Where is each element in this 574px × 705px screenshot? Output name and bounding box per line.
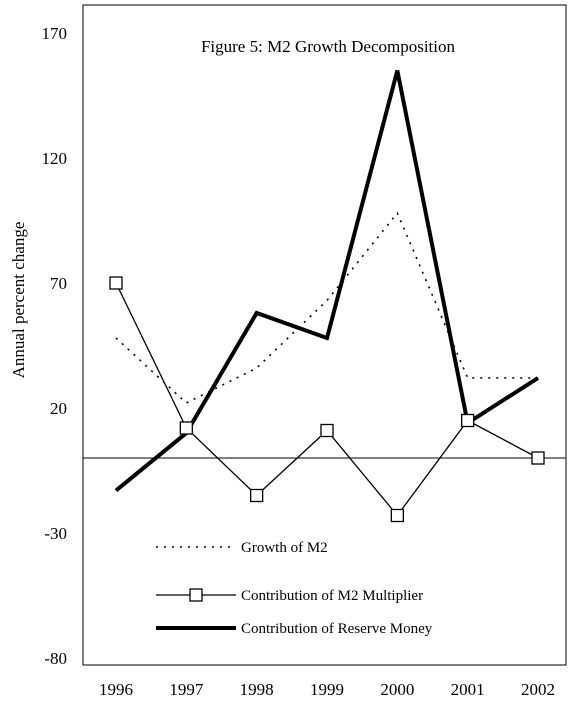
y-tick-label: 120 <box>42 149 68 168</box>
data-point-m2-multiplier <box>320 423 334 438</box>
chart-title: Figure 5: M2 Growth Decomposition <box>201 37 456 56</box>
legend-label-m2-multiplier: Contribution of M2 Multiplier <box>241 588 423 604</box>
y-tick-label: 20 <box>50 399 67 418</box>
legend-marker-m2-multiplier <box>189 588 203 602</box>
y-tick-label: 170 <box>42 24 68 43</box>
data-point-m2-multiplier <box>109 276 123 290</box>
data-point-m2-multiplier <box>531 451 545 465</box>
x-tick-label: 1999 <box>310 680 344 699</box>
x-tick-label: 2000 <box>380 680 414 699</box>
x-tick-label: 1998 <box>240 680 274 699</box>
plot-frame <box>82 4 567 666</box>
data-point-m2-multiplier <box>461 413 475 428</box>
x-tick-labels: 1996 1997 1998 1999 2000 2001 2002 <box>99 680 555 699</box>
legend-label-reserve-money: Contribution of Reserve Money <box>241 621 433 637</box>
x-tick-label: 1996 <box>99 680 133 699</box>
x-tick-label: 2002 <box>521 680 555 699</box>
series-line-m2-multiplier <box>115 282 539 517</box>
legend: Growth of M2 Contribution of M2 Multipli… <box>156 540 433 637</box>
data-point-m2-multiplier <box>250 488 264 503</box>
series-layer <box>109 69 545 523</box>
series-line-growth-m2 <box>115 211 538 404</box>
legend-label-growth-m2: Growth of M2 <box>241 540 328 556</box>
y-axis-label: Annual percent change <box>9 222 28 379</box>
data-point-m2-multiplier <box>179 421 193 435</box>
y-tick-label: -80 <box>44 649 67 668</box>
data-point-m2-multiplier <box>390 508 404 523</box>
y-tick-label: -30 <box>44 524 67 543</box>
x-tick-label: 2001 <box>451 680 485 699</box>
y-tick-label: 70 <box>50 274 67 293</box>
x-tick-label: 1997 <box>169 680 204 699</box>
y-tick-labels: 170 120 70 20 -30 -80 <box>42 24 68 668</box>
